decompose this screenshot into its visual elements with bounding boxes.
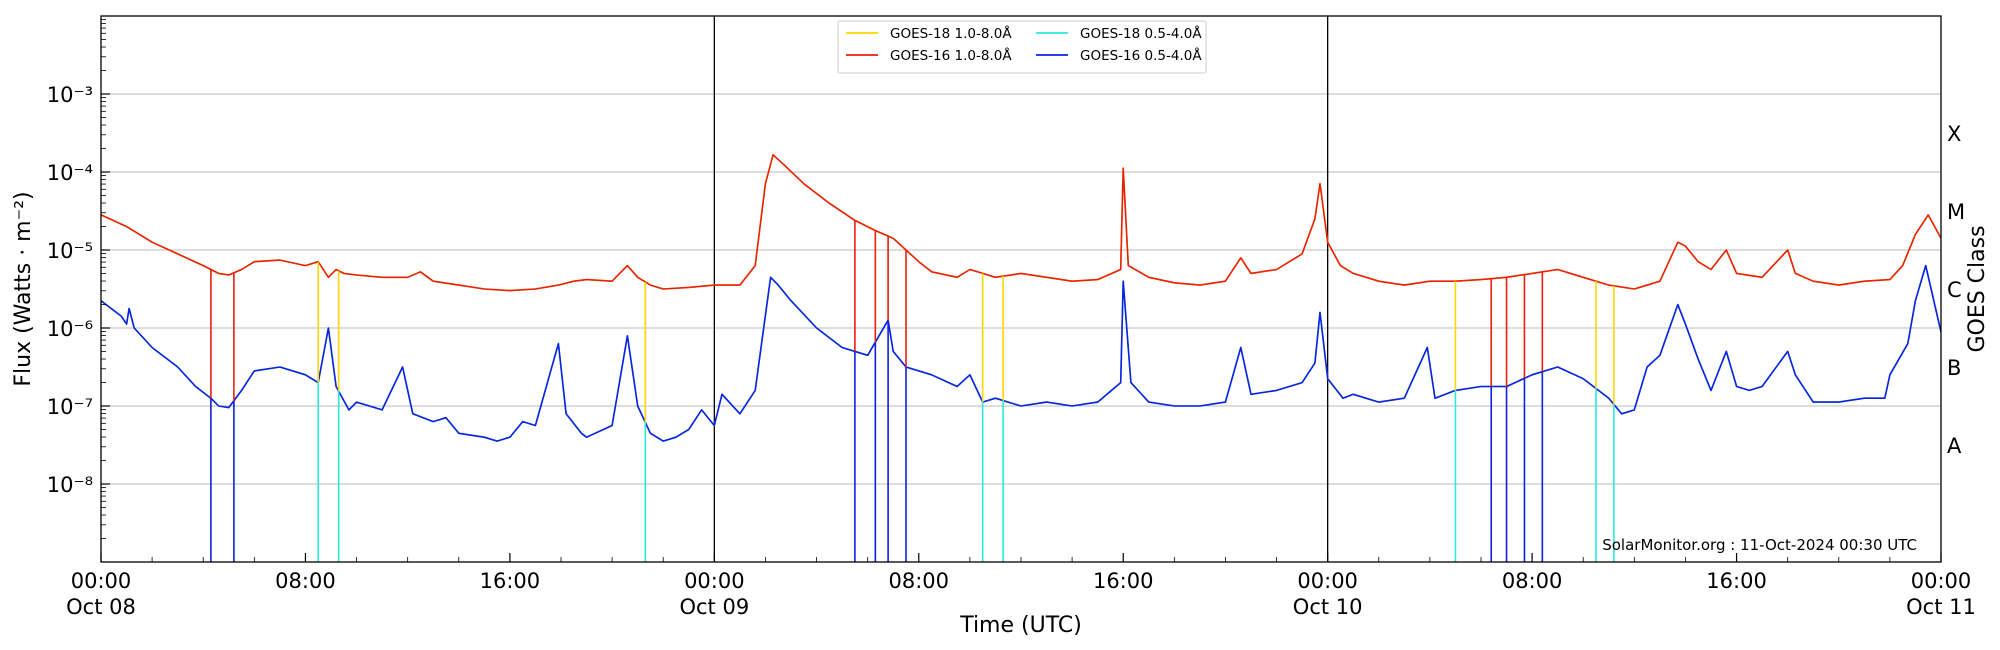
legend-label: GOES-16 1.0-8.0Å	[890, 47, 1012, 64]
x-tick-date-label: Oct 10	[1293, 595, 1363, 619]
grid-lines	[101, 93, 1941, 485]
goes-class-labels: A B C M X	[1947, 122, 1965, 458]
legend-label: GOES-18 0.5-4.0Å	[1080, 25, 1202, 42]
goes-class-label: M	[1947, 200, 1965, 224]
x-tick-time-label: 00:00	[1911, 569, 1972, 593]
x-axis-label: Time (UTC)	[959, 613, 1082, 638]
plot-frame	[100, 15, 1942, 563]
y-axis-ticks: 10⁻⁸ 10⁻⁷ 10⁻⁶ 10⁻⁵ 10⁻⁴ 10⁻³	[47, 19, 110, 539]
legend-label: GOES-16 0.5-4.0Å	[1080, 47, 1202, 64]
series-line-goes-16-1-0-8-0	[101, 154, 1941, 292]
legend: GOES-18 1.0-8.0Å GOES-18 0.5-4.0Å GOES-16 …	[837, 20, 1207, 74]
day-boundary-lines	[713, 16, 1329, 562]
goes-class-label: X	[1947, 122, 1961, 146]
series-line-goes-16-0-5-4-0	[101, 264, 1941, 442]
x-tick-time-label: 00:00	[71, 569, 132, 593]
y-tick-label: 10⁻⁶	[47, 317, 93, 341]
x-tick-time-label: 00:00	[1297, 569, 1358, 593]
goes-class-label: C	[1947, 278, 1962, 302]
series-line-goes-18-0-5-4-0	[101, 264, 1941, 442]
x-tick-date-label: Oct 11	[1906, 595, 1976, 619]
credit-text: SolarMonitor.org : 11-Oct-2024 00:30 UTC	[1602, 536, 1917, 554]
y-tick-label: 10⁻⁸	[47, 473, 93, 497]
data-series-group	[101, 154, 1941, 562]
legend-box	[837, 20, 1207, 74]
y-tick-label: 10⁻³	[47, 83, 93, 107]
x-tick-time-label: 08:00	[275, 569, 336, 593]
x-tick-time-label: 08:00	[889, 569, 950, 593]
x-tick-time-label: 16:00	[1706, 569, 1767, 593]
x-tick-time-label: 16:00	[480, 569, 541, 593]
y-tick-label: 10⁻⁴	[47, 161, 93, 185]
goes-class-label: A	[1947, 434, 1962, 458]
x-tick-date-label: Oct 09	[679, 595, 749, 619]
y-tick-label: 10⁻⁷	[47, 395, 93, 419]
y-axis-label: Flux (Watts · m⁻²)	[11, 191, 36, 386]
x-tick-time-label: 16:00	[1093, 569, 1154, 593]
legend-label: GOES-18 1.0-8.0Å	[890, 25, 1012, 42]
x-tick-time-label: 00:00	[684, 569, 745, 593]
x-tick-date-label: Oct 08	[66, 595, 136, 619]
x-tick-time-label: 08:00	[1502, 569, 1563, 593]
y-tick-label: 10⁻⁵	[47, 239, 93, 263]
goes-class-axis-label: GOES Class	[1965, 225, 1990, 352]
goes-class-label: B	[1947, 356, 1961, 380]
